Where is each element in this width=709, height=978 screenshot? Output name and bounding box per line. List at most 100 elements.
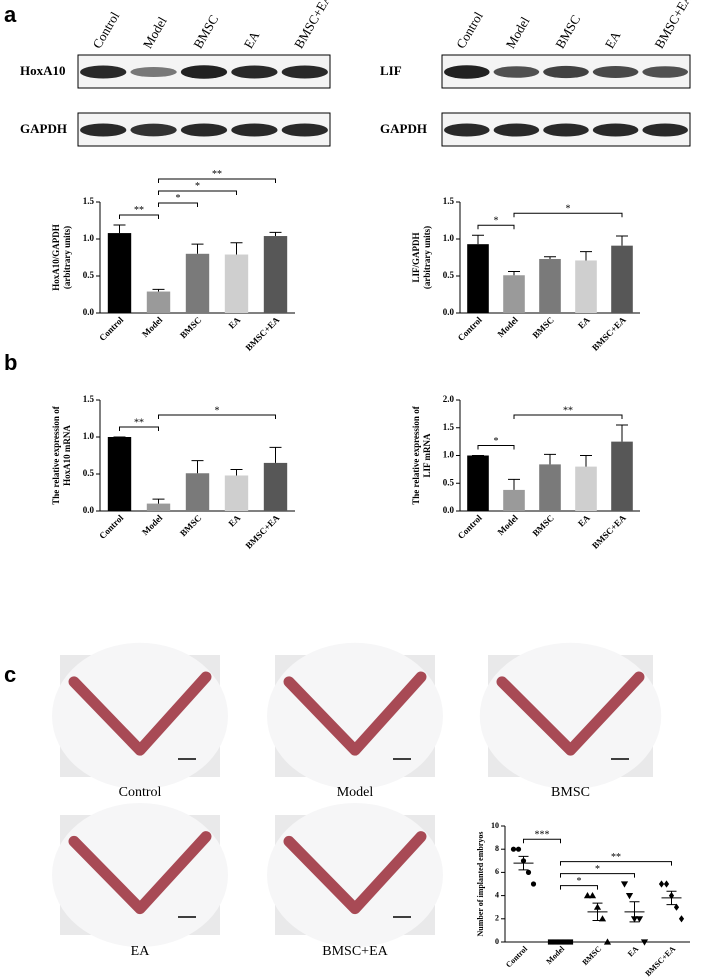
uterus bbox=[68, 671, 212, 756]
y-tick-label: 2 bbox=[495, 914, 499, 923]
blot-band bbox=[281, 65, 328, 79]
bar bbox=[224, 475, 249, 511]
error-bar bbox=[518, 855, 529, 871]
photo-dish bbox=[52, 642, 228, 790]
bar bbox=[185, 253, 210, 313]
error-bar bbox=[269, 231, 282, 237]
blot-band bbox=[592, 66, 639, 78]
y-axis-label: Number of implanted embryos bbox=[476, 832, 485, 937]
y-tick-label: 0.5 bbox=[83, 270, 95, 280]
y-axis-label: The relative expression of bbox=[411, 405, 421, 504]
error-bar bbox=[472, 234, 484, 245]
significance-bracket bbox=[560, 885, 598, 890]
y-tick-label: 0.0 bbox=[83, 307, 95, 317]
y-axis-label: The relative expression of bbox=[51, 405, 61, 504]
bar bbox=[575, 466, 597, 511]
blot-band bbox=[443, 65, 490, 79]
uterus bbox=[283, 671, 427, 756]
blot-band bbox=[231, 65, 278, 79]
blot-band bbox=[543, 65, 589, 79]
error-bar bbox=[152, 288, 165, 292]
y-tick-label: 1.5 bbox=[83, 394, 95, 404]
bar bbox=[263, 462, 288, 511]
point bbox=[583, 892, 592, 899]
significance-label: *** bbox=[535, 829, 550, 840]
error-bar bbox=[152, 498, 165, 504]
significance-label: ** bbox=[134, 205, 144, 216]
error-bar bbox=[580, 251, 592, 261]
y-tick-label: 0.0 bbox=[443, 307, 455, 317]
bar bbox=[107, 233, 132, 313]
bar bbox=[263, 236, 288, 313]
significance-bracket bbox=[523, 838, 561, 844]
y-tick-label: 1.5 bbox=[83, 196, 95, 206]
photo-caption: Control bbox=[119, 785, 162, 800]
photo-caption: Model bbox=[337, 785, 374, 800]
bar bbox=[611, 245, 633, 313]
uterus bbox=[496, 671, 645, 756]
significance-label: * bbox=[595, 864, 600, 875]
blot-band bbox=[493, 66, 540, 78]
bar bbox=[503, 489, 525, 511]
error-bar bbox=[544, 453, 556, 465]
point bbox=[525, 869, 532, 876]
significance-bracket bbox=[513, 414, 623, 419]
y-axis-label: HoxA10 mRNA bbox=[62, 425, 72, 486]
error-bar bbox=[629, 901, 640, 923]
error-bar bbox=[230, 242, 243, 255]
y-tick-label: 1.0 bbox=[443, 450, 455, 460]
y-tick-label: 4 bbox=[495, 890, 499, 899]
blot-band bbox=[180, 65, 228, 79]
blot-band bbox=[281, 123, 328, 137]
point bbox=[603, 938, 612, 945]
significance-bracket bbox=[560, 861, 672, 866]
point bbox=[625, 893, 634, 900]
error-bar bbox=[269, 446, 282, 463]
y-tick-label: 1.5 bbox=[443, 196, 455, 206]
bar bbox=[503, 275, 525, 313]
y-tick-label: 0.5 bbox=[443, 270, 455, 280]
error-bar bbox=[616, 424, 628, 442]
bar bbox=[467, 455, 489, 511]
significance-bracket bbox=[158, 414, 276, 419]
y-tick-label: 1.0 bbox=[83, 233, 95, 243]
significance-label: * bbox=[494, 436, 499, 447]
y-axis-label: HoxA10/GAPDH bbox=[51, 224, 61, 291]
blot-band bbox=[231, 123, 278, 137]
point bbox=[663, 880, 670, 888]
blot-band bbox=[543, 123, 589, 137]
error-bar bbox=[191, 243, 204, 254]
y-tick-label: 2.0 bbox=[443, 394, 455, 404]
error-bar bbox=[580, 455, 592, 467]
bar bbox=[107, 437, 132, 511]
bar bbox=[146, 503, 171, 511]
y-tick-label: 0.5 bbox=[83, 468, 95, 478]
point bbox=[620, 881, 629, 888]
y-tick-label: 0.0 bbox=[443, 505, 455, 515]
significance-bracket bbox=[477, 224, 515, 230]
blot-label: GAPDH bbox=[20, 121, 67, 136]
blot-label: LIF bbox=[380, 63, 402, 78]
y-axis-label: LIF/GAPDH bbox=[411, 232, 421, 282]
error-bar bbox=[508, 271, 520, 276]
bar bbox=[539, 258, 561, 313]
error-bar bbox=[508, 478, 520, 490]
photo-dish bbox=[479, 642, 662, 790]
error-bar bbox=[230, 469, 243, 476]
bar bbox=[611, 441, 633, 511]
y-tick-label: 0.5 bbox=[443, 477, 455, 487]
uterus bbox=[283, 831, 427, 915]
y-axis-label: (arbitrary units) bbox=[62, 226, 72, 289]
blot-band bbox=[493, 123, 540, 137]
blot-band bbox=[642, 66, 689, 78]
significance-bracket bbox=[513, 212, 623, 218]
y-axis-label: LIF mRNA bbox=[422, 433, 432, 477]
significance-label: ** bbox=[563, 405, 573, 416]
blot-band bbox=[642, 123, 689, 137]
photo-dish bbox=[52, 803, 228, 947]
blot-label: HoxA10 bbox=[20, 63, 66, 78]
blot-band bbox=[80, 123, 127, 137]
point bbox=[640, 939, 649, 946]
error-bar bbox=[592, 902, 603, 922]
significance-label: * bbox=[566, 204, 571, 215]
